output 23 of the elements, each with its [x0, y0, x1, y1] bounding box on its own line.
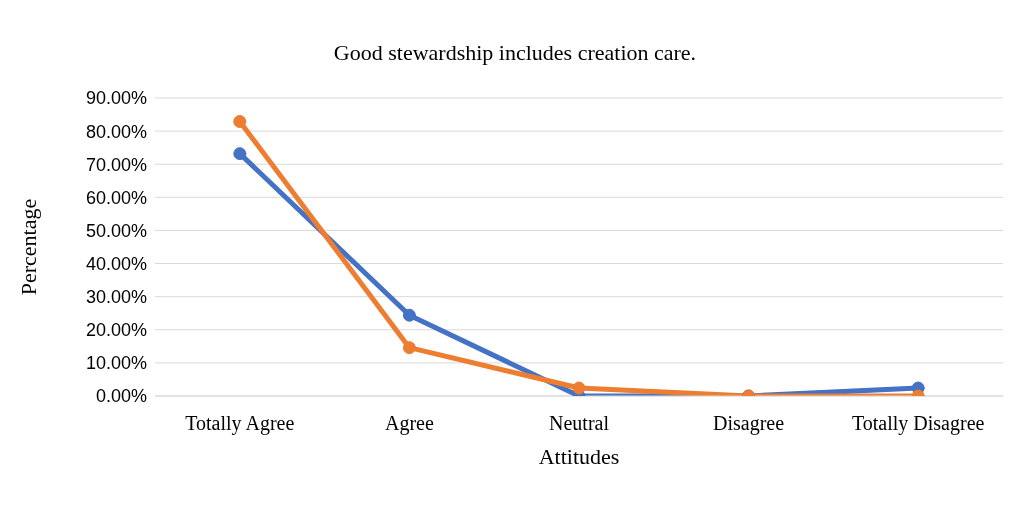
- x-tick-label: Agree: [384, 412, 434, 436]
- y-tick-label: 30.00%: [85, 287, 147, 308]
- x-tick-label: Totally Disagree: [851, 412, 985, 436]
- y-tick-label: 20.00%: [85, 320, 147, 341]
- y-tick-label: 10.00%: [85, 353, 147, 374]
- y-tick-label: 80.00%: [85, 121, 147, 142]
- point: [233, 147, 247, 161]
- point: [233, 115, 247, 129]
- x-tick-label: Totally Agree: [185, 412, 295, 436]
- chart-title: Good stewardship includes creation care.: [333, 40, 697, 65]
- y-tick-label: 0.00%: [95, 386, 147, 407]
- y-tick-label: 70.00%: [85, 154, 147, 175]
- x-axis-title: Attitudes: [538, 444, 620, 469]
- y-tick-label: 90.00%: [85, 88, 147, 109]
- point: [402, 341, 416, 355]
- y-tick-label: 60.00%: [85, 187, 147, 208]
- y-axis-title: Percentage: [15, 198, 41, 296]
- y-tick-label: 50.00%: [85, 220, 147, 241]
- x-tick-label: Disagree: [713, 412, 785, 436]
- y-tick-label: 40.00%: [85, 253, 147, 274]
- x-tick-label: Neutral: [549, 412, 610, 435]
- point: [572, 381, 586, 395]
- point: [402, 308, 416, 322]
